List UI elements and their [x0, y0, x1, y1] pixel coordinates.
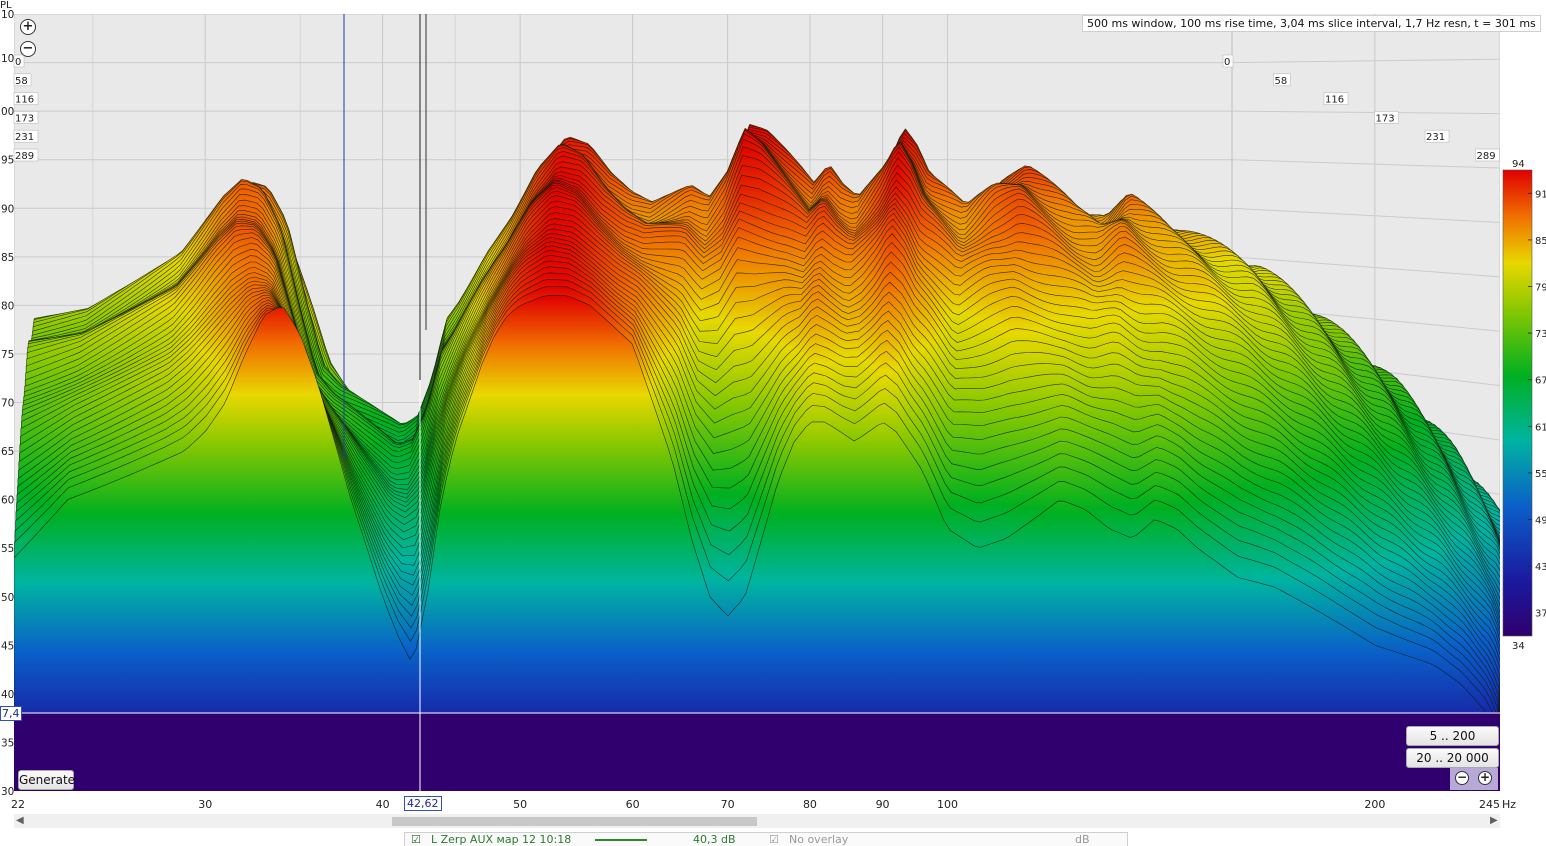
measurement-checkbox-icon[interactable]: ☑ [411, 833, 421, 846]
y-tick-label: 60 [1, 495, 14, 507]
cursor-level-readout: 7,4 [0, 706, 22, 721]
y-tick-label: 80 [1, 300, 14, 312]
time-label-right: 289 [1476, 149, 1500, 162]
time-label-text: 173 [15, 113, 34, 124]
time-label-left: 0 [14, 55, 24, 68]
y-tick-label: 40 [1, 689, 14, 701]
x-tick-label: 80 [803, 798, 817, 811]
y-tick-label: 55 [1, 543, 14, 555]
x-tick-label: 200 [1364, 798, 1385, 811]
zoom-controls: − + [1450, 768, 1498, 790]
y-tick-label: 95 [1, 155, 14, 167]
colorbar: 94 91 85 79 73 67 61 55 49 43 37 34 [1503, 159, 1546, 652]
y-tick-label: 10 [1, 53, 14, 65]
overlay-label: No overlay [789, 833, 848, 846]
generate-button[interactable]: Generate [18, 770, 74, 790]
time-label-right: 173 [1375, 111, 1399, 124]
time-label-text: 58 [15, 76, 28, 87]
x-tick-label: 100 [937, 798, 958, 811]
time-label-text: 0 [1224, 57, 1230, 68]
grid-line-y [14, 5, 1500, 14]
horizontal-scrollbar[interactable] [14, 814, 1500, 828]
y-tick-label: 10 [1, 9, 14, 21]
colorbar-tick-label: 91 [1535, 189, 1546, 200]
trace-swatch [595, 839, 647, 841]
colorbar-tick-label: 61 [1535, 422, 1546, 433]
colorbar-tick-label: 55 [1535, 469, 1546, 480]
time-label-left: 289 [14, 149, 38, 162]
scrollbar-thumb[interactable] [392, 817, 757, 826]
x-tick-label: 40 [376, 798, 390, 811]
x-tick-label: 50 [513, 798, 527, 811]
floor-band [14, 713, 1500, 791]
x-tick-label: 245 [1479, 798, 1500, 811]
time-label-right: 58 [1274, 74, 1291, 87]
time-label-right: 0 [1223, 55, 1233, 68]
time-label-text: 289 [1477, 151, 1496, 162]
y-tick-label: 45 [1, 640, 14, 652]
range-5-200-button[interactable]: 5 .. 200 [1406, 726, 1499, 746]
measurement-level: 40,3 dB [693, 833, 736, 846]
footer-unit: dB [1075, 833, 1090, 846]
time-label-left: 116 [14, 93, 38, 106]
colorbar-tick-label: 73 [1535, 329, 1546, 340]
zoom-out-x-icon[interactable]: − [1455, 771, 1469, 785]
colorbar-tick-label: 37 [1535, 609, 1546, 620]
colorbar-tick-label: 43 [1535, 562, 1546, 573]
time-label-text: 116 [1325, 95, 1344, 106]
colorbar-tick-label: 49 [1535, 516, 1546, 527]
colorbar-gradient [1503, 170, 1532, 636]
colorbar-tick-label: 67 [1535, 376, 1546, 387]
y-tick-label: 50 [1, 592, 14, 604]
cursor-frequency-readout: 42,62 [404, 796, 442, 811]
y-tick-label: 70 [1, 398, 14, 410]
colorbar-max-label: 94 [1512, 159, 1525, 170]
scroll-left-icon[interactable]: ◀ [16, 815, 24, 826]
time-label-left: 231 [14, 130, 38, 143]
x-tick-label: 30 [198, 798, 212, 811]
time-label-text: 231 [15, 132, 34, 143]
time-label-text: 116 [15, 95, 34, 106]
time-label-text: 173 [1376, 113, 1395, 124]
measurement-footer: ☑ L Zerp AUX мар 12 10:18 40,3 dB ☑ No o… [404, 832, 1128, 846]
zoom-in-x-icon[interactable]: + [1478, 771, 1492, 785]
y-tick-label: 75 [1, 349, 14, 361]
y-tick-label: 65 [1, 446, 14, 458]
window-info: 500 ms window, 100 ms rise time, 3,04 ms… [1082, 15, 1541, 32]
x-tick-label: 22 [11, 798, 25, 811]
range-20-20000-button[interactable]: 20 .. 20 000 [1406, 748, 1499, 768]
time-label-right: 116 [1324, 93, 1348, 106]
x-axis-unit: Hz [1502, 798, 1516, 811]
colorbar-min-label: 34 [1512, 641, 1525, 652]
y-tick-label: 90 [1, 203, 14, 215]
time-label-text: 231 [1426, 132, 1445, 143]
scroll-right-icon[interactable]: ▶ [1490, 815, 1498, 826]
x-tick-label: 90 [876, 798, 890, 811]
y-tick-label: 35 [1, 737, 14, 749]
y-tick-label: 85 [1, 252, 14, 264]
overlay-checkbox-icon[interactable]: ☑ [769, 833, 779, 846]
x-tick-label: 60 [626, 798, 640, 811]
measurement-name[interactable]: L Zerp AUX мар 12 10:18 [431, 833, 571, 846]
time-label-left: 173 [14, 111, 38, 124]
colorbar-tick-label: 85 [1535, 236, 1546, 247]
colorbar-tick-label: 79 [1535, 283, 1546, 294]
zoom-out-icon[interactable]: − [20, 41, 36, 57]
time-label-text: 289 [15, 151, 34, 162]
time-label-left: 58 [14, 74, 31, 87]
time-label-text: 0 [15, 57, 21, 68]
y-tick-label: 00 [1, 106, 14, 118]
time-label-text: 58 [1275, 76, 1288, 87]
time-label-right: 231 [1425, 130, 1449, 143]
x-tick-label: 70 [721, 798, 735, 811]
zoom-in-icon[interactable]: + [20, 19, 36, 35]
y-tick-label: 30 [1, 786, 14, 798]
